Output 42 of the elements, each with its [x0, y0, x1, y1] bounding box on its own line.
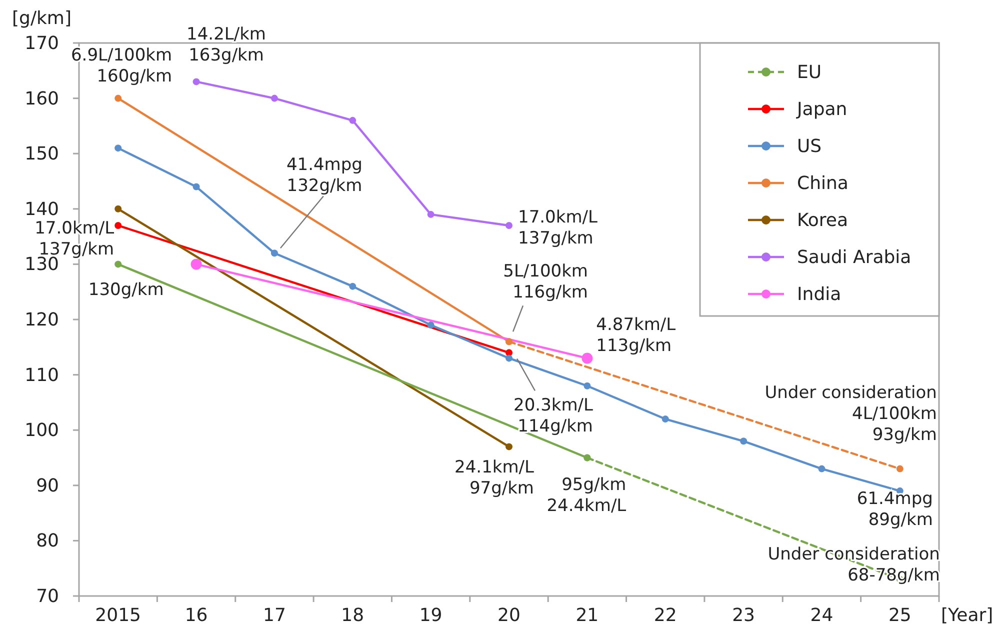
y-tick-label: 160 [24, 88, 59, 110]
legend-label: India [797, 284, 842, 305]
x-tick-label: 25 [888, 605, 912, 626]
legend-label: Japan [796, 99, 848, 120]
annotation: 130g/km [88, 280, 164, 300]
annotation: 6.9L/100km 160g/km [70, 45, 172, 86]
x-tick-label: 20 [498, 605, 520, 626]
annotation: 20.3km/L 114g/km [514, 396, 594, 437]
y-tick-label: 150 [24, 144, 59, 165]
x-tick-label: 19 [419, 605, 442, 626]
x-tick-label: 22 [654, 605, 677, 626]
x-tick-label: 24 [810, 605, 834, 626]
y-tick-label: 140 [24, 198, 59, 220]
y-tick-label: 120 [24, 310, 59, 330]
legend-label: Saudi Arabia [797, 247, 912, 268]
legend-label: Korea [797, 210, 848, 231]
y-axis-title: [g/km] [12, 8, 72, 29]
y-tick-label: 90 [36, 475, 59, 496]
y-tick-label: 100 [24, 420, 59, 442]
annotation: Under consideration 4L/100km 93g/km [764, 382, 937, 445]
x-tick-label: 17 [263, 605, 286, 626]
x-axis-title: [Year] [941, 605, 994, 626]
legend-label: EU [797, 62, 822, 83]
x-tick-label: 16 [184, 605, 208, 626]
x-tick-label: 21 [576, 605, 599, 626]
annotation: 95g/km 24.4km/L [546, 474, 627, 516]
annotation: 4.87km/L 113g/km [596, 315, 676, 356]
annotation: 14.2L/km 163g/km [186, 24, 266, 66]
y-tick-label: 70 [36, 586, 59, 607]
annotation: 61.4mpg 89g/km [856, 488, 933, 530]
y-tick-label: 110 [24, 364, 59, 386]
annotation: 41.4mpg 132g/km [286, 155, 362, 196]
annotation: 24.1km/L 97g/km [454, 458, 535, 499]
annotation: 5L/100km 116g/km [503, 262, 588, 303]
legend-label: US [797, 136, 822, 157]
x-tick-label: 2015 [95, 605, 141, 626]
annotation: 17.0km/L 137g/km [518, 207, 598, 248]
y-tick-label: 80 [36, 530, 59, 552]
x-tick-label: 23 [732, 605, 755, 626]
legend-label: China [797, 173, 848, 194]
x-tick-label: 18 [341, 605, 364, 626]
y-tick-label: 170 [24, 33, 59, 54]
